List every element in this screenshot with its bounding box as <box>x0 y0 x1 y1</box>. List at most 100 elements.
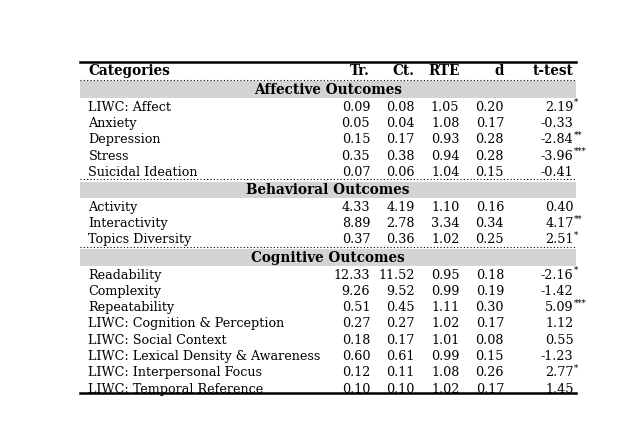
Text: -2.84: -2.84 <box>541 133 573 146</box>
Text: 0.17: 0.17 <box>476 383 504 396</box>
Text: ***: *** <box>574 299 587 308</box>
Bar <box>80 182 576 198</box>
Text: 1.04: 1.04 <box>431 166 460 179</box>
Text: LIWC: Cognition & Perception: LIWC: Cognition & Perception <box>88 317 285 330</box>
Text: 0.18: 0.18 <box>476 269 504 282</box>
Text: LIWC: Social Context: LIWC: Social Context <box>88 334 227 347</box>
Text: Tr.: Tr. <box>350 64 370 78</box>
Text: *: * <box>574 364 579 373</box>
Text: *: * <box>574 266 579 275</box>
Text: 0.15: 0.15 <box>342 133 370 146</box>
Text: 0.25: 0.25 <box>476 233 504 246</box>
Text: LIWC: Interpersonal Focus: LIWC: Interpersonal Focus <box>88 366 262 380</box>
Text: 4.33: 4.33 <box>342 201 370 214</box>
Text: Stress: Stress <box>88 149 129 163</box>
Text: -1.23: -1.23 <box>541 350 573 363</box>
Text: 1.10: 1.10 <box>431 201 460 214</box>
Text: Readability: Readability <box>88 269 162 282</box>
Text: 0.12: 0.12 <box>342 366 370 380</box>
Text: 0.07: 0.07 <box>342 166 370 179</box>
Text: 1.05: 1.05 <box>431 101 460 114</box>
Text: -2.16: -2.16 <box>541 269 573 282</box>
Text: 1.02: 1.02 <box>431 383 460 396</box>
Text: 0.34: 0.34 <box>476 217 504 230</box>
Text: -3.96: -3.96 <box>541 149 573 163</box>
Text: 0.11: 0.11 <box>387 366 415 380</box>
Text: Interactivity: Interactivity <box>88 217 168 230</box>
Text: Suicidal Ideation: Suicidal Ideation <box>88 166 198 179</box>
Text: 0.18: 0.18 <box>342 334 370 347</box>
Text: 0.17: 0.17 <box>387 334 415 347</box>
Text: *: * <box>574 98 579 107</box>
Text: 2.51: 2.51 <box>545 233 573 246</box>
Text: 8.89: 8.89 <box>342 217 370 230</box>
Text: 0.93: 0.93 <box>431 133 460 146</box>
Text: 0.95: 0.95 <box>431 269 460 282</box>
Text: 0.08: 0.08 <box>476 334 504 347</box>
Text: Ct.: Ct. <box>393 64 415 78</box>
Text: Repeatability: Repeatability <box>88 301 175 314</box>
Text: Depression: Depression <box>88 133 161 146</box>
Text: Activity: Activity <box>88 201 138 214</box>
Text: 0.27: 0.27 <box>387 317 415 330</box>
Text: 0.55: 0.55 <box>545 334 573 347</box>
Text: 0.15: 0.15 <box>476 166 504 179</box>
Text: **: ** <box>574 215 582 224</box>
Text: LIWC: Lexical Density & Awareness: LIWC: Lexical Density & Awareness <box>88 350 321 363</box>
Text: 4.19: 4.19 <box>387 201 415 214</box>
Text: *: * <box>574 231 579 240</box>
Text: 4.17: 4.17 <box>545 217 573 230</box>
Text: 0.06: 0.06 <box>387 166 415 179</box>
Text: d: d <box>495 64 504 78</box>
Bar <box>80 249 576 266</box>
Bar <box>80 81 576 98</box>
Text: 0.08: 0.08 <box>387 101 415 114</box>
Text: 9.26: 9.26 <box>342 285 370 298</box>
Text: 0.17: 0.17 <box>476 117 504 130</box>
Text: -0.33: -0.33 <box>541 117 573 130</box>
Text: 2.77: 2.77 <box>545 366 573 380</box>
Text: 0.17: 0.17 <box>387 133 415 146</box>
Text: ***: *** <box>574 147 587 156</box>
Text: 0.19: 0.19 <box>476 285 504 298</box>
Text: Complexity: Complexity <box>88 285 161 298</box>
Text: 0.27: 0.27 <box>342 317 370 330</box>
Text: Affective Outcomes: Affective Outcomes <box>254 83 402 97</box>
Text: 3.34: 3.34 <box>431 217 460 230</box>
Text: 5.09: 5.09 <box>545 301 573 314</box>
Text: Cognitive Outcomes: Cognitive Outcomes <box>251 251 405 265</box>
Text: LIWC: Affect: LIWC: Affect <box>88 101 172 114</box>
Text: t-test: t-test <box>532 64 573 78</box>
Text: 0.20: 0.20 <box>476 101 504 114</box>
Text: **: ** <box>574 131 582 139</box>
Text: 0.61: 0.61 <box>387 350 415 363</box>
Text: Categories: Categories <box>88 64 170 78</box>
Text: 0.26: 0.26 <box>476 366 504 380</box>
Text: 12.33: 12.33 <box>333 269 370 282</box>
Text: 0.04: 0.04 <box>387 117 415 130</box>
Text: 0.09: 0.09 <box>342 101 370 114</box>
Text: 0.05: 0.05 <box>342 117 370 130</box>
Text: 0.10: 0.10 <box>342 383 370 396</box>
Text: 0.10: 0.10 <box>387 383 415 396</box>
Text: 1.11: 1.11 <box>431 301 460 314</box>
Text: 1.12: 1.12 <box>545 317 573 330</box>
Text: 1.02: 1.02 <box>431 317 460 330</box>
Text: 0.40: 0.40 <box>545 201 573 214</box>
Text: 0.35: 0.35 <box>342 149 370 163</box>
Text: 1.08: 1.08 <box>431 117 460 130</box>
Text: 0.51: 0.51 <box>342 301 370 314</box>
Text: 0.94: 0.94 <box>431 149 460 163</box>
Text: 2.78: 2.78 <box>387 217 415 230</box>
Text: Behavioral Outcomes: Behavioral Outcomes <box>246 183 410 197</box>
Text: 0.28: 0.28 <box>476 133 504 146</box>
Text: 0.16: 0.16 <box>476 201 504 214</box>
Text: 0.99: 0.99 <box>431 285 460 298</box>
Text: 0.38: 0.38 <box>387 149 415 163</box>
Text: LIWC: Temporal Reference: LIWC: Temporal Reference <box>88 383 264 396</box>
Text: 0.37: 0.37 <box>342 233 370 246</box>
Text: 1.01: 1.01 <box>431 334 460 347</box>
Text: Anxiety: Anxiety <box>88 117 137 130</box>
Text: 9.52: 9.52 <box>386 285 415 298</box>
Text: 1.45: 1.45 <box>545 383 573 396</box>
